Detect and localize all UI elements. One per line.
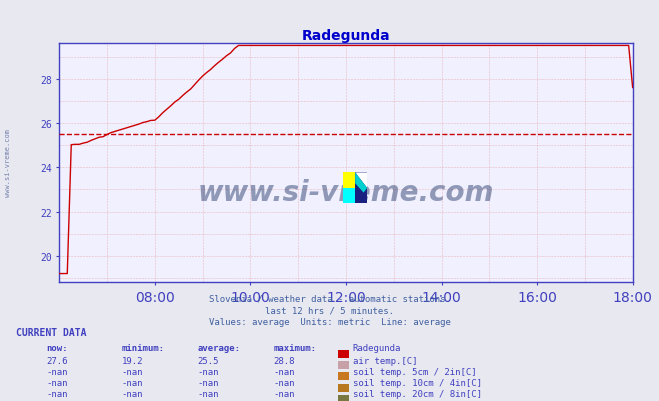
Text: average:: average: <box>198 343 241 352</box>
Text: -nan: -nan <box>273 367 295 376</box>
Polygon shape <box>355 173 367 193</box>
Text: air temp.[C]: air temp.[C] <box>353 356 417 365</box>
Text: -nan: -nan <box>273 389 295 398</box>
Text: 25.5: 25.5 <box>198 356 219 365</box>
Text: www.si-vreme.com: www.si-vreme.com <box>5 128 11 196</box>
Text: 28.8: 28.8 <box>273 356 295 365</box>
Title: Radegunda: Radegunda <box>302 29 390 43</box>
Text: Radegunda: Radegunda <box>353 343 401 352</box>
Text: 19.2: 19.2 <box>122 356 144 365</box>
Text: Values: average  Units: metric  Line: average: Values: average Units: metric Line: aver… <box>208 318 451 326</box>
Text: www.si-vreme.com: www.si-vreme.com <box>198 178 494 206</box>
Bar <box>355 173 367 204</box>
Text: -nan: -nan <box>198 378 219 387</box>
Text: CURRENT DATA: CURRENT DATA <box>16 327 87 337</box>
Bar <box>343 173 355 188</box>
Text: -nan: -nan <box>198 367 219 376</box>
Polygon shape <box>355 173 367 188</box>
Text: soil temp. 20cm / 8in[C]: soil temp. 20cm / 8in[C] <box>353 389 482 398</box>
Text: -nan: -nan <box>46 378 68 387</box>
Text: soil temp. 5cm / 2in[C]: soil temp. 5cm / 2in[C] <box>353 367 476 376</box>
Text: -nan: -nan <box>46 389 68 398</box>
Text: -nan: -nan <box>122 389 144 398</box>
Text: 27.6: 27.6 <box>46 356 68 365</box>
Text: minimum:: minimum: <box>122 343 165 352</box>
Text: soil temp. 10cm / 4in[C]: soil temp. 10cm / 4in[C] <box>353 378 482 387</box>
Text: maximum:: maximum: <box>273 343 316 352</box>
Bar <box>343 188 355 204</box>
Text: -nan: -nan <box>122 367 144 376</box>
Text: -nan: -nan <box>273 378 295 387</box>
Text: -nan: -nan <box>122 378 144 387</box>
Text: -nan: -nan <box>198 389 219 398</box>
Text: last 12 hrs / 5 minutes.: last 12 hrs / 5 minutes. <box>265 306 394 314</box>
Text: now:: now: <box>46 343 68 352</box>
Text: -nan: -nan <box>46 367 68 376</box>
Text: Slovenia / weather data - automatic stations.: Slovenia / weather data - automatic stat… <box>208 294 451 302</box>
